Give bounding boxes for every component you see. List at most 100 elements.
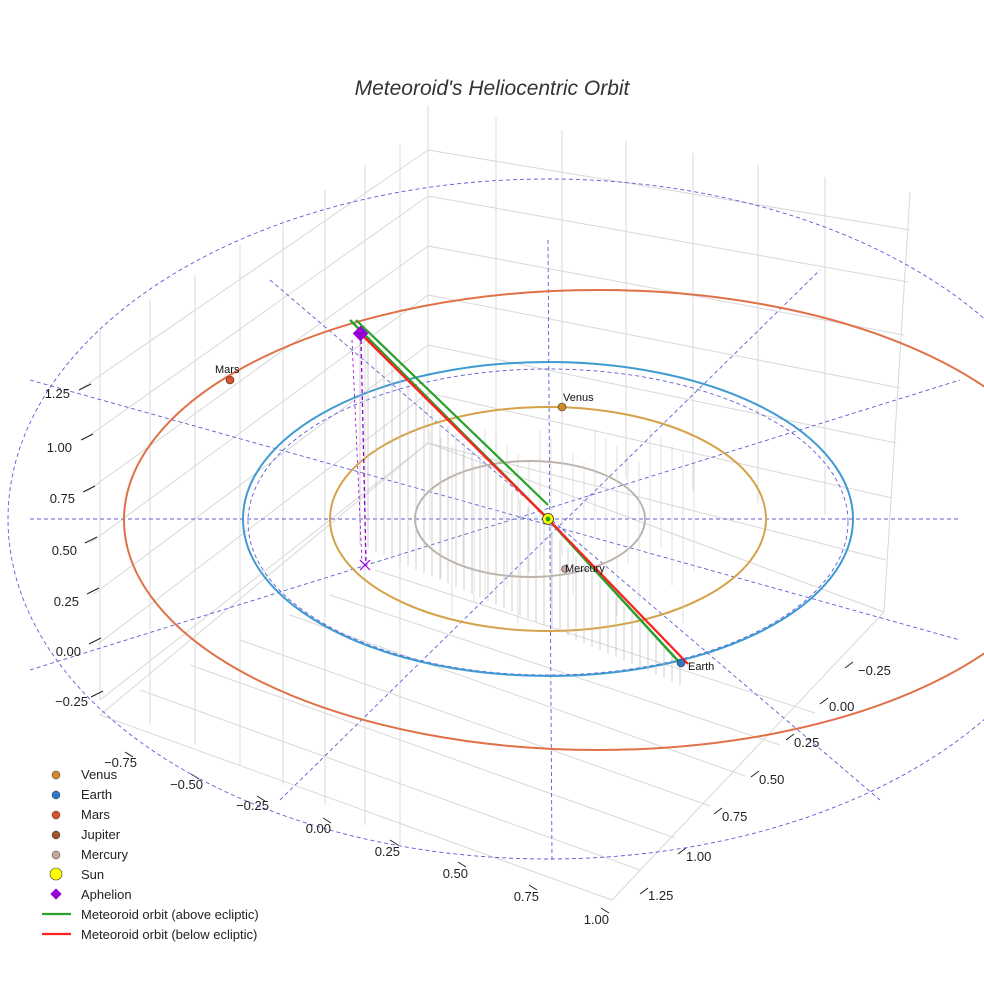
x-tick: 1.00 [584, 912, 609, 927]
z-tick: 1.00 [47, 440, 72, 455]
legend-label: Mercury [81, 847, 128, 862]
grid-line [374, 569, 816, 714]
legend-label: Aphelion [81, 887, 132, 902]
z-tick-mark [80, 433, 94, 441]
x-axis-ticks: −0.75 −0.50 −0.25 0.00 0.25 0.50 0.75 1.… [104, 755, 609, 927]
grid-line [189, 664, 676, 839]
y-tick-mark [819, 697, 829, 705]
legend-item-sun: Sun [49, 867, 104, 882]
grid-line [85, 245, 429, 493]
z-axis-ticks: 1.25 1.00 0.75 0.50 0.25 0.00 −0.25 [45, 386, 88, 709]
venus-marker [557, 402, 567, 412]
ecliptic-guide-line [547, 239, 553, 861]
y-tick: 0.25 [794, 735, 819, 750]
ecliptic-guide-line [29, 379, 961, 641]
legend-marker [51, 790, 61, 800]
grid-layer [78, 105, 911, 914]
x-tick-mark [256, 795, 266, 802]
grid-line [611, 611, 885, 901]
z-tick-mark [88, 637, 102, 645]
grid-line [99, 714, 613, 901]
z-tick-mark [90, 690, 104, 698]
mercury-marker [561, 565, 569, 573]
grid-line [99, 442, 429, 716]
venus-label: Venus [563, 392, 594, 404]
x-tick: −0.50 [170, 777, 203, 792]
grid-line [427, 344, 897, 444]
legend-marker [50, 888, 62, 900]
z-tick: 0.25 [54, 594, 79, 609]
y-tick-mark [844, 661, 854, 669]
chart-title: Meteoroid's Heliocentric Orbit [355, 77, 631, 100]
grid-line [289, 614, 746, 777]
legend-item-mercury: Mercury [51, 847, 128, 862]
z-tick: 1.25 [45, 386, 70, 401]
z-tick-mark [86, 587, 100, 595]
grid-line [78, 149, 429, 391]
legend-label: Earth [81, 787, 112, 802]
legend-item-jupiter: Jupiter [51, 827, 121, 842]
z-tick: 0.00 [56, 644, 81, 659]
legend-item-orbit-above: Meteoroid orbit (above ecliptic) [42, 907, 259, 922]
meteoroid-layer [349, 319, 689, 665]
grid-line [427, 294, 901, 389]
grid-line [427, 245, 905, 336]
meteoroid-orbit-below [547, 518, 689, 665]
mars-marker [225, 375, 235, 385]
grid-line [239, 639, 711, 807]
orbit-layer [123, 289, 984, 751]
grid-line [427, 392, 893, 499]
y-tick: 1.25 [648, 888, 673, 903]
y-tick-mark [677, 847, 687, 855]
legend-item-mars: Mars [51, 807, 110, 822]
aphelion-projection-marker [359, 559, 371, 571]
grid-line [82, 195, 429, 441]
aphelion-drop-line [351, 339, 363, 564]
legend-label: Jupiter [81, 827, 121, 842]
x-tick: 0.50 [443, 866, 468, 881]
legend-label: Mars [81, 807, 110, 822]
x-tick-mark [389, 839, 399, 846]
orbit-venus [329, 406, 767, 632]
ecliptic-guide-line [279, 269, 821, 801]
x-tick-mark [124, 751, 134, 758]
legend-marker [51, 830, 61, 840]
x-tick-mark [600, 907, 610, 914]
y-tick-mark [785, 733, 795, 741]
y-tick: 0.00 [829, 699, 854, 714]
earth-marker [676, 658, 686, 668]
orbit-mars [123, 289, 984, 751]
y-tick: 1.00 [686, 849, 711, 864]
meteoroid-orbit-below [359, 332, 549, 520]
legend-marker [51, 770, 61, 780]
drop-lines-layer [359, 335, 695, 685]
earth-label: Earth [688, 661, 714, 673]
sun-core [545, 516, 551, 522]
legend-item-venus: Venus [51, 767, 118, 782]
x-tick-mark [322, 817, 332, 824]
legend: Venus Earth Mars Jupiter Mercury Sun Aph… [42, 767, 259, 942]
legend-marker [49, 867, 63, 881]
legend-item-aphelion: Aphelion [50, 887, 132, 902]
guide-layer [7, 178, 984, 861]
x-tick-mark [528, 884, 538, 891]
grid-line [97, 392, 429, 645]
legend-label: Sun [81, 867, 104, 882]
z-tick: 0.50 [52, 543, 77, 558]
z-tick: 0.75 [50, 491, 75, 506]
z-tick: −0.25 [55, 694, 88, 709]
ecliptic-guide-line [269, 279, 881, 801]
y-tick: 0.50 [759, 772, 784, 787]
grid-line [427, 195, 909, 283]
mars-label: Mars [215, 364, 240, 376]
grid-line [329, 594, 781, 746]
y-tick-mark [713, 807, 723, 815]
grid-line [883, 191, 911, 613]
legend-label: Meteoroid orbit (below ecliptic) [81, 927, 257, 942]
aphelion-drop-line [360, 339, 367, 564]
grid-line [93, 344, 429, 595]
grid-line [427, 149, 911, 231]
grid-line [139, 689, 641, 871]
z-tick-mark [84, 536, 98, 544]
